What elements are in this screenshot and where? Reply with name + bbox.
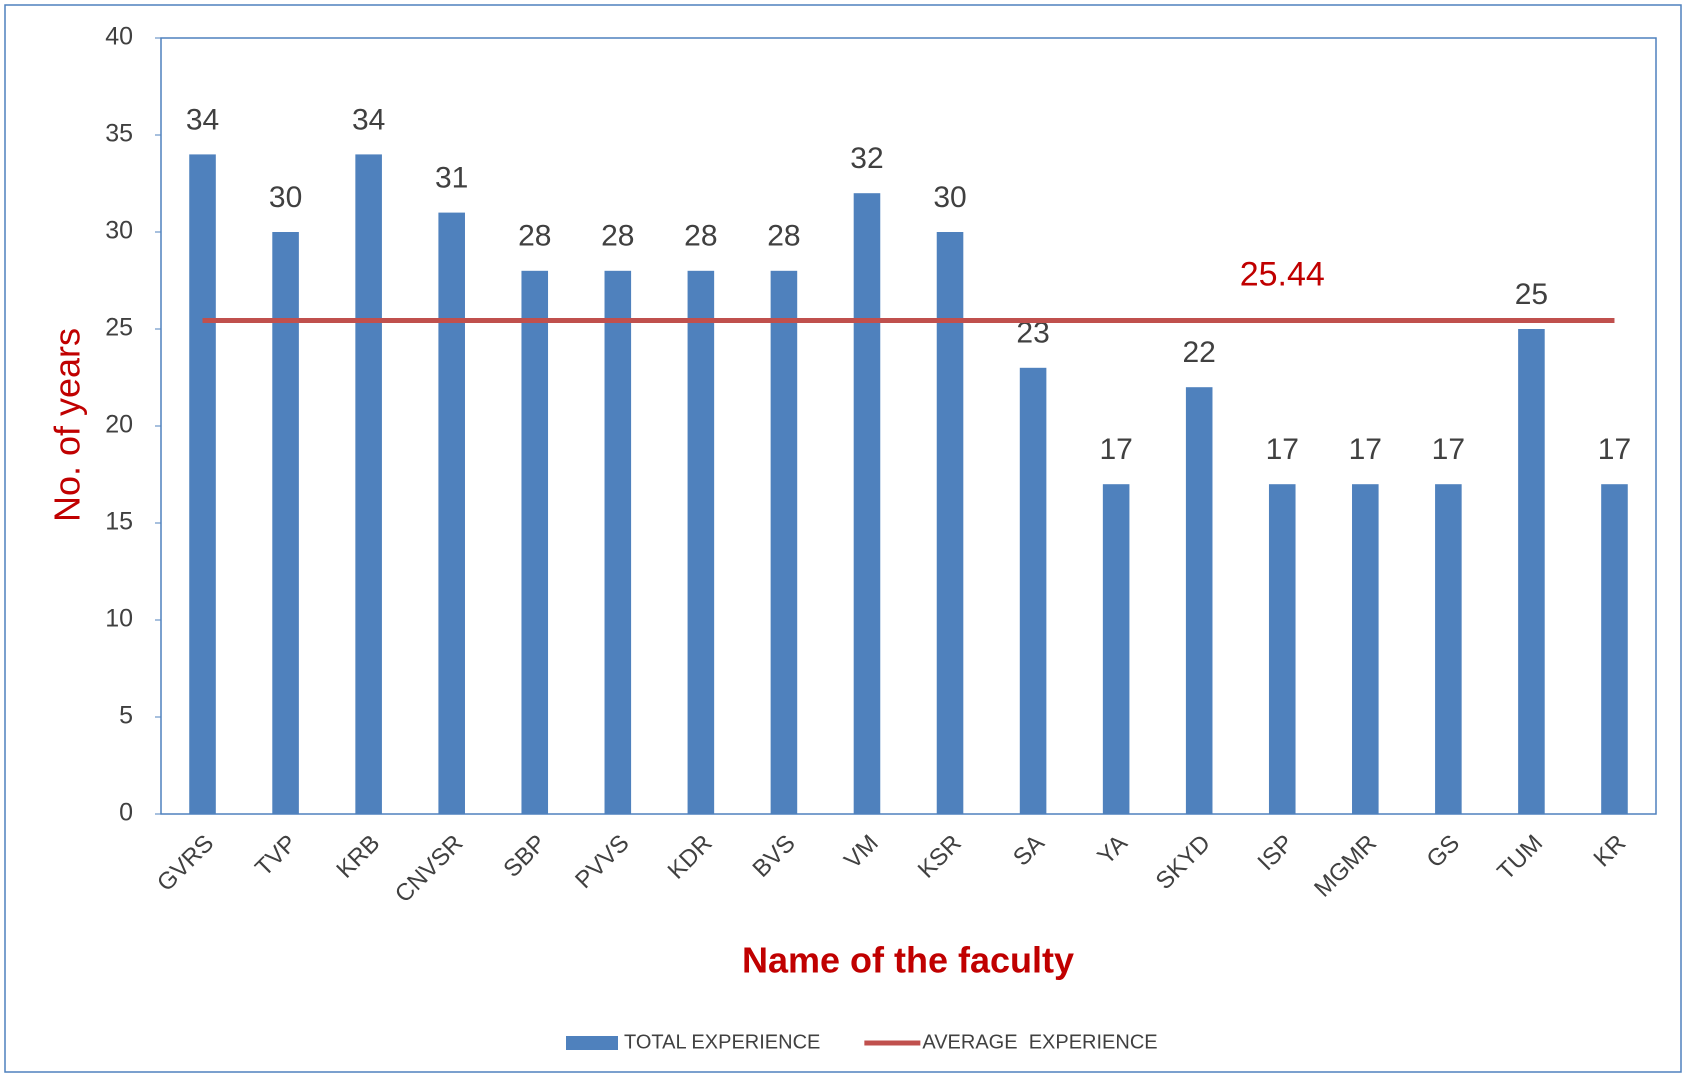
average-label: 25.44 bbox=[1240, 255, 1325, 293]
chart-frame bbox=[4, 4, 1682, 1073]
bar bbox=[1185, 387, 1213, 814]
legend-swatch bbox=[566, 1036, 618, 1050]
data-label: 30 bbox=[269, 181, 302, 214]
data-label: 17 bbox=[1349, 433, 1382, 466]
bar bbox=[1102, 484, 1130, 814]
data-label: 17 bbox=[1266, 433, 1299, 466]
bar bbox=[355, 154, 382, 814]
data-label: 17 bbox=[1432, 433, 1465, 466]
bar bbox=[189, 154, 216, 814]
data-label: 28 bbox=[767, 220, 800, 253]
bar bbox=[770, 270, 798, 814]
y-axis-label: No. of years bbox=[47, 328, 88, 522]
bar bbox=[1019, 367, 1047, 814]
x-axis-label: Name of the faculty bbox=[742, 940, 1074, 981]
bar bbox=[521, 270, 549, 814]
data-label: 25 bbox=[1515, 278, 1548, 311]
legend-label: AVERAGE EXPERIENCE bbox=[922, 1031, 1157, 1053]
y-tick-label: 5 bbox=[119, 702, 133, 730]
data-label: 34 bbox=[352, 103, 385, 136]
data-label: 17 bbox=[1099, 433, 1132, 466]
y-tick-label: 20 bbox=[105, 411, 133, 439]
data-label: 32 bbox=[850, 142, 883, 175]
y-tick-label: 10 bbox=[105, 605, 133, 633]
y-tick-label: 40 bbox=[105, 23, 133, 51]
y-tick-label: 15 bbox=[105, 508, 133, 536]
y-tick-label: 0 bbox=[119, 799, 133, 827]
data-label: 28 bbox=[601, 220, 634, 253]
bar bbox=[853, 193, 881, 814]
bar bbox=[438, 212, 465, 815]
bar bbox=[604, 270, 632, 814]
y-tick-label: 30 bbox=[105, 217, 133, 245]
bar bbox=[1518, 329, 1545, 814]
data-label: 34 bbox=[186, 103, 219, 136]
data-label: 28 bbox=[518, 220, 551, 253]
data-label: 28 bbox=[684, 220, 717, 253]
bar bbox=[1268, 484, 1296, 814]
bar bbox=[1601, 484, 1628, 814]
legend-label: TOTAL EXPERIENCE bbox=[624, 1031, 820, 1053]
bar bbox=[272, 232, 299, 814]
data-label: 30 bbox=[933, 181, 966, 214]
bar bbox=[687, 270, 715, 814]
y-tick-label: 35 bbox=[105, 120, 133, 148]
data-label: 17 bbox=[1598, 433, 1631, 466]
bar bbox=[936, 232, 964, 814]
data-label: 22 bbox=[1183, 336, 1216, 369]
data-label: 31 bbox=[435, 162, 468, 195]
bar bbox=[1352, 484, 1379, 814]
y-tick-label: 25 bbox=[105, 314, 133, 342]
bar bbox=[1435, 484, 1462, 814]
